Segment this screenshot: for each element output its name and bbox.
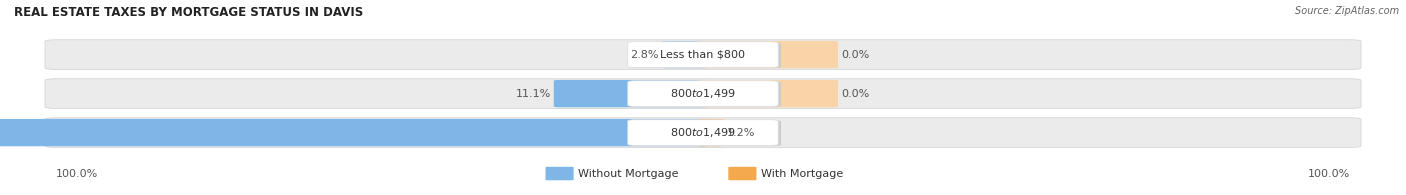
FancyBboxPatch shape <box>697 41 838 68</box>
FancyBboxPatch shape <box>630 81 782 107</box>
FancyBboxPatch shape <box>0 119 709 146</box>
Text: REAL ESTATE TAXES BY MORTGAGE STATUS IN DAVIS: REAL ESTATE TAXES BY MORTGAGE STATUS IN … <box>14 6 363 19</box>
Text: 1.2%: 1.2% <box>727 128 755 138</box>
FancyBboxPatch shape <box>45 40 1361 69</box>
Text: 100.0%: 100.0% <box>1308 168 1350 179</box>
FancyBboxPatch shape <box>697 119 724 146</box>
FancyBboxPatch shape <box>661 41 709 68</box>
FancyBboxPatch shape <box>697 80 838 107</box>
FancyBboxPatch shape <box>627 81 779 106</box>
FancyBboxPatch shape <box>45 118 1361 147</box>
FancyBboxPatch shape <box>554 80 709 107</box>
Text: Source: ZipAtlas.com: Source: ZipAtlas.com <box>1295 6 1399 16</box>
FancyBboxPatch shape <box>630 42 782 68</box>
FancyBboxPatch shape <box>627 42 779 67</box>
Text: $800 to $1,499: $800 to $1,499 <box>671 87 735 100</box>
FancyBboxPatch shape <box>728 167 756 180</box>
Text: With Mortgage: With Mortgage <box>761 168 842 179</box>
Text: 2.8%: 2.8% <box>630 50 658 60</box>
FancyBboxPatch shape <box>627 120 779 145</box>
Text: 0.0%: 0.0% <box>841 50 869 60</box>
Text: $800 to $1,499: $800 to $1,499 <box>671 126 735 139</box>
FancyBboxPatch shape <box>546 167 574 180</box>
FancyBboxPatch shape <box>45 79 1361 108</box>
Text: 100.0%: 100.0% <box>56 168 98 179</box>
FancyBboxPatch shape <box>630 120 782 146</box>
Text: 0.0%: 0.0% <box>841 89 869 99</box>
Text: 11.1%: 11.1% <box>516 89 551 99</box>
Text: Less than $800: Less than $800 <box>661 50 745 60</box>
Text: Without Mortgage: Without Mortgage <box>578 168 678 179</box>
